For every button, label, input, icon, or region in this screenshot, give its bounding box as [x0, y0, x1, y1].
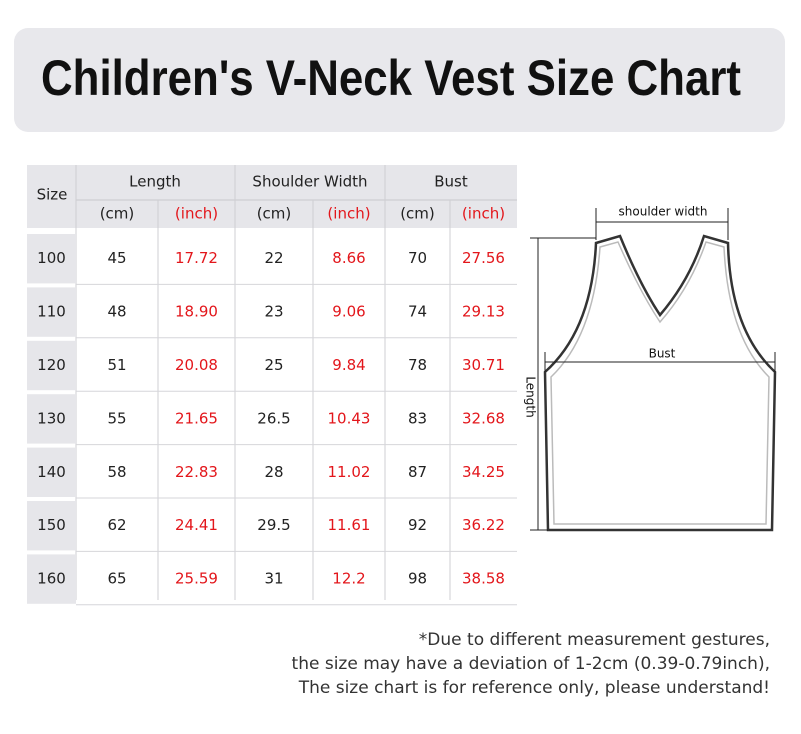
value-cell: 62: [107, 516, 126, 534]
vest-outline: [543, 234, 777, 532]
note: the size may have a deviation of 1-2cm (…: [292, 654, 770, 674]
unit-header: (inch): [327, 205, 370, 223]
unit-header: (cm): [400, 205, 435, 223]
vest-seam: [550, 241, 770, 525]
value-cell: 29.5: [257, 516, 290, 534]
shoulder-label: shoulder width: [619, 205, 708, 219]
value-cell: 26.5: [257, 409, 290, 427]
value-cell: 30.71: [462, 356, 505, 374]
group-header: Shoulder Width: [252, 173, 367, 191]
size-cell: 110: [37, 303, 66, 321]
value-cell: 51: [107, 356, 126, 374]
size-cell-bg: [27, 340, 76, 391]
size-cell: 140: [37, 463, 66, 481]
value-cell: 23: [264, 303, 283, 321]
value-cell: 78: [408, 356, 427, 374]
unit-header: (cm): [100, 205, 135, 223]
value-cell: 22.83: [175, 463, 218, 481]
title: Children's V-Neck Vest Size Chart: [41, 50, 741, 106]
value-cell: 25: [264, 356, 283, 374]
vest-diagram: shoulder width Bust Length: [524, 205, 777, 532]
length-label: Length: [524, 376, 538, 417]
value-cell: 9.84: [332, 356, 365, 374]
value-cell: 32.68: [462, 409, 505, 427]
value-cell: 34.25: [462, 463, 505, 481]
value-cell: 9.06: [332, 303, 365, 321]
size-cell: 130: [37, 409, 66, 427]
size-cell: 100: [37, 249, 66, 267]
title-box: [14, 28, 785, 132]
size-table: Size Length Shoulder Width Bust (cm) (inc…: [27, 165, 517, 606]
value-cell: 58: [107, 463, 126, 481]
value-cell: 22: [264, 249, 283, 267]
size-cell-bg: [27, 394, 76, 444]
value-cell: 25.59: [175, 570, 218, 588]
value-cell: 70: [408, 249, 427, 267]
header-bg: [27, 165, 517, 228]
value-cell: 65: [107, 570, 126, 588]
value-cell: 24.41: [175, 516, 218, 534]
value-cell: 29.13: [462, 303, 505, 321]
size-cell-bg: [27, 447, 76, 497]
value-cell: 21.65: [175, 409, 218, 427]
value-cell: 11.61: [328, 516, 371, 534]
value-cell: 28: [264, 463, 283, 481]
size-cell-bg: [27, 554, 76, 604]
value-cell: 27.56: [462, 249, 505, 267]
note: *Due to different measurement gestures,: [419, 630, 770, 650]
size-cell-bg: [27, 501, 76, 551]
value-cell: 17.72: [175, 249, 218, 267]
group-header: Length: [129, 173, 181, 191]
value-cell: 45: [107, 249, 126, 267]
bust-label: Bust: [649, 347, 676, 361]
note: The size chart is for reference only, pl…: [298, 678, 770, 698]
value-cell: 12.2: [332, 570, 365, 588]
value-cell: 98: [408, 570, 427, 588]
value-cell: 36.22: [462, 516, 505, 534]
unit-header: (cm): [257, 205, 292, 223]
value-cell: 48: [107, 303, 126, 321]
group-header: Bust: [434, 173, 468, 191]
value-cell: 92: [408, 516, 427, 534]
value-cell: 83: [408, 409, 427, 427]
value-cell: 18.90: [175, 303, 218, 321]
value-cell: 20.08: [175, 356, 218, 374]
size-header: Size: [37, 186, 68, 204]
size-cell-bg: [27, 287, 76, 337]
unit-header: (inch): [462, 205, 505, 223]
value-cell: 38.58: [462, 570, 505, 588]
value-cell: 87: [408, 463, 427, 481]
unit-header: (inch): [175, 205, 218, 223]
size-cell: 150: [37, 516, 66, 534]
value-cell: 11.02: [328, 463, 371, 481]
value-cell: 74: [408, 303, 427, 321]
value-cell: 55: [107, 409, 126, 427]
size-cell: 160: [37, 570, 66, 588]
size-cell: 120: [37, 356, 66, 374]
size-cell-bg: [27, 234, 76, 284]
value-cell: 31: [264, 570, 283, 588]
value-cell: 10.43: [328, 409, 371, 427]
value-cell: 8.66: [332, 249, 365, 267]
